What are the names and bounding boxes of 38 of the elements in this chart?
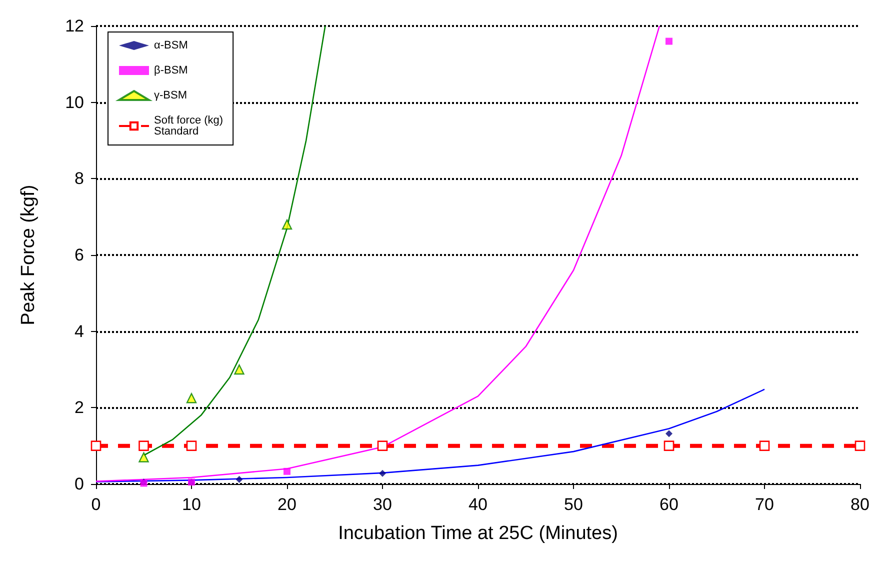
- legend-label: α-BSM: [154, 40, 188, 52]
- x-tick-label: 40: [468, 495, 488, 514]
- y-tick-label: 2: [74, 398, 84, 418]
- x-tick-label: 30: [373, 495, 392, 514]
- x-tick-label: 70: [755, 495, 774, 514]
- point: [854, 440, 866, 451]
- x-axis-title: Incubation Time at 25C (Minutes): [338, 523, 618, 544]
- point: [186, 393, 197, 404]
- legend-label: β-BSM: [154, 64, 188, 76]
- point: [379, 470, 386, 477]
- point: [666, 38, 672, 45]
- point: [759, 440, 770, 451]
- legend-label: Soft force (kg) Standard: [154, 114, 224, 138]
- y-tick-label: 4: [74, 322, 84, 341]
- point: [284, 468, 290, 475]
- x-tick-label: 0: [91, 495, 101, 514]
- y-axis-title: Peak Force (kgf): [18, 184, 39, 326]
- y-tick-label: 10: [65, 92, 84, 112]
- point: [186, 440, 197, 451]
- x-tick-label: 20: [278, 495, 296, 514]
- point: [666, 430, 672, 438]
- point: [236, 476, 243, 483]
- y-tick-label: 0: [74, 474, 84, 494]
- y-tick-label: 12: [65, 16, 84, 36]
- point: [282, 219, 292, 230]
- x-tick-label: 80: [850, 495, 870, 514]
- point: [377, 440, 388, 451]
- point: [138, 440, 149, 451]
- x-tick-label: 50: [564, 495, 583, 514]
- x-tick-label: 10: [182, 495, 201, 514]
- x-tick-label: 60: [660, 495, 678, 514]
- y-tick-label: 8: [74, 169, 84, 188]
- point: [234, 364, 244, 375]
- point: [138, 452, 149, 462]
- legend-label: γ-BSM: [154, 90, 187, 102]
- y-tick-label: 6: [74, 246, 84, 264]
- point: [90, 440, 102, 451]
- point: [664, 440, 674, 451]
